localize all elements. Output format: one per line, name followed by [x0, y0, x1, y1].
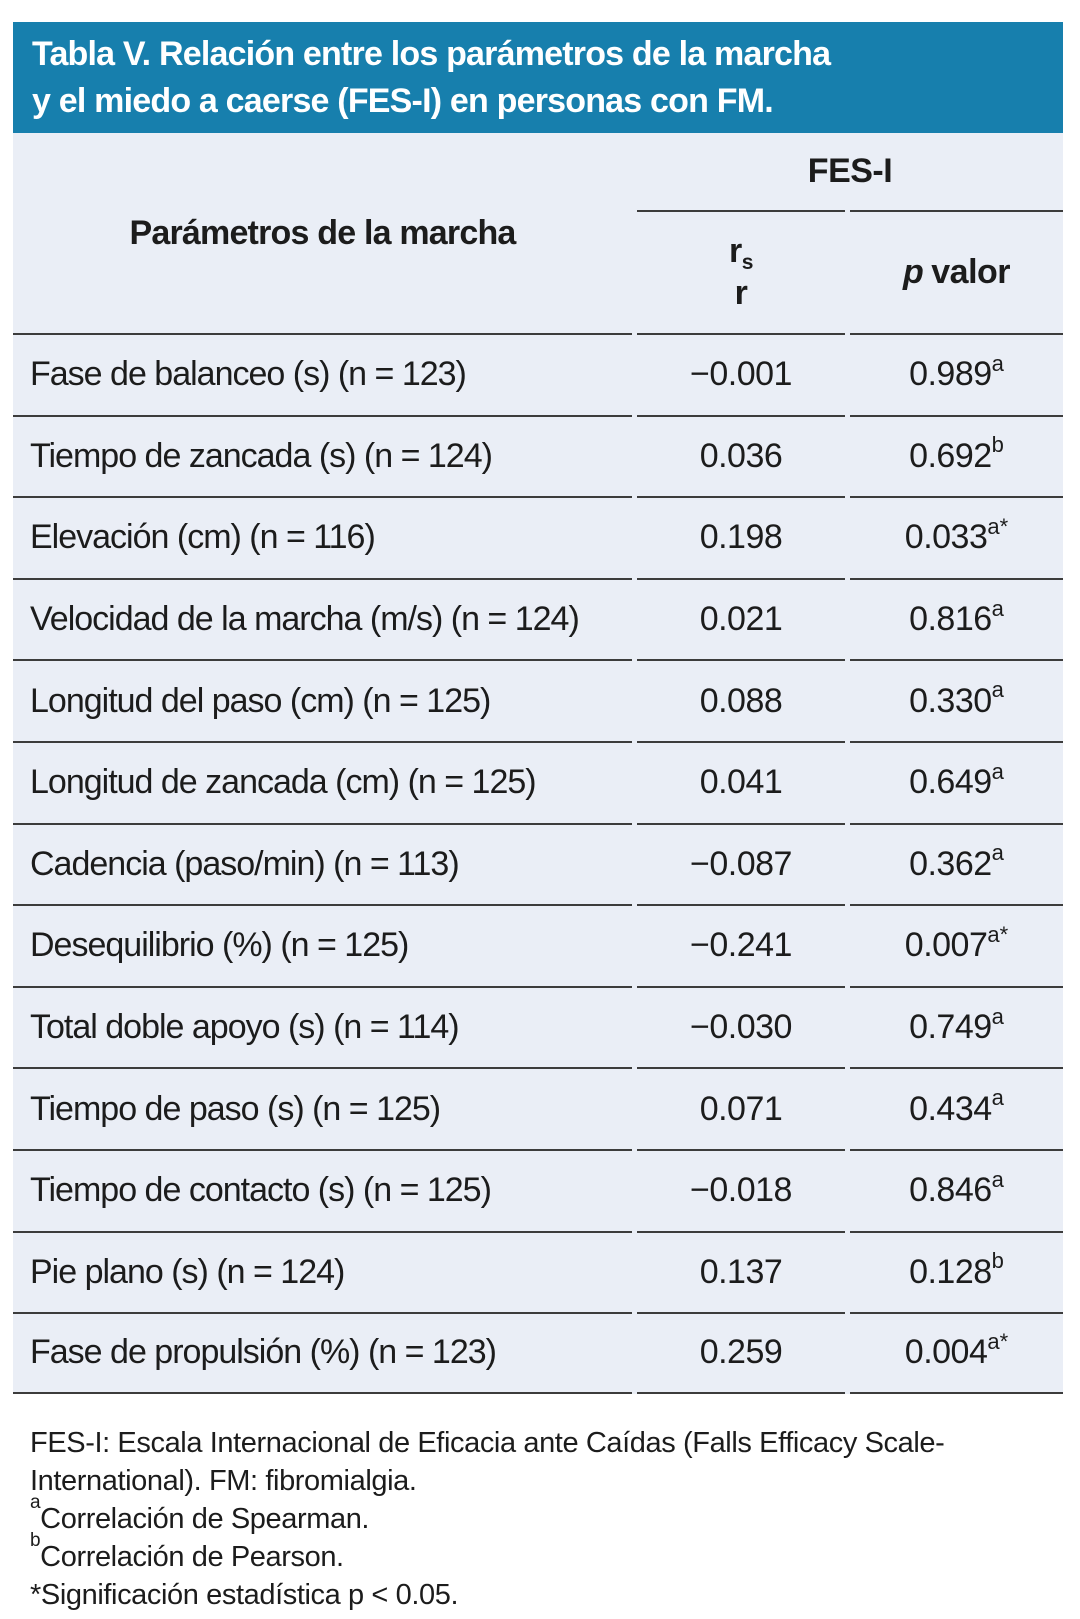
row-p-value: 0.004 a*: [850, 1312, 1063, 1394]
column-header-parameters: Parámetros de la marcha: [129, 213, 516, 252]
footnote-superscript: b: [30, 1530, 41, 1552]
row-label: Cadencia (paso/min) (n = 113): [13, 822, 632, 905]
table-card: Tabla V. Relación entre los parámetros d…: [13, 22, 1063, 1394]
p-value: 0.362: [909, 844, 992, 883]
column-header-pvalor: p valor: [850, 212, 1063, 333]
table-row: Elevación (cm) (n = 116) 0.198 0.033 a*: [13, 496, 1063, 578]
rs-line: rs: [729, 234, 754, 278]
table-row: Cadencia (paso/min) (n = 113) −0.087 0.3…: [13, 822, 1063, 905]
footnote-line: FES-I: Escala Internacional de Eficacia …: [30, 1424, 1050, 1462]
row-label: Fase de balanceo (s) (n = 123): [13, 333, 632, 415]
table-header: Parámetros de la marcha FES-I rs r p valo…: [13, 133, 1063, 333]
footnote-line: *Significación estadística p < 0.05.: [30, 1576, 1050, 1614]
row-label: Desequilibrio (%) (n = 125): [13, 904, 632, 986]
table-row: Tiempo de paso (s) (n = 125) 0.071 0.434…: [13, 1067, 1063, 1149]
row-r-value: 0.021: [637, 577, 845, 660]
row-label: Total doble apoyo (s) (n = 114): [13, 985, 632, 1068]
footnote-text: Correlación de Spearman.: [40, 1503, 370, 1535]
row-r-value: −0.001: [637, 333, 845, 415]
footnote-line: International). FM: fibromialgia.: [30, 1462, 1050, 1500]
footnotes: FES-I: Escala Internacional de Eficacia …: [30, 1424, 1050, 1614]
p-value: 0.649: [909, 763, 992, 802]
p-value: 0.989: [909, 355, 992, 394]
table-row: Longitud del paso (cm) (n = 125) 0.088 0…: [13, 659, 1063, 741]
row-label: Tiempo de paso (s) (n = 125): [13, 1067, 632, 1149]
row-r-value: 0.071: [637, 1067, 845, 1149]
row-p-value: 0.649 a: [850, 740, 1063, 823]
table-title-bar: Tabla V. Relación entre los parámetros d…: [13, 22, 1063, 133]
table-title-line-1: Tabla V. Relación entre los parámetros d…: [32, 34, 831, 73]
row-p-value: 0.434 a: [850, 1067, 1063, 1149]
p-value: 0.330: [909, 681, 992, 720]
row-r-value: 0.137: [637, 1230, 845, 1313]
row-r-value: 0.041: [637, 740, 845, 823]
table-body: Fase de balanceo (s) (n = 123) −0.001 0.…: [13, 333, 1063, 1394]
table-row: Longitud de zancada (cm) (n = 125) 0.041…: [13, 740, 1063, 823]
p-valor-label: valor: [931, 253, 1011, 291]
footnote-text: *Significación estadística p < 0.05.: [30, 1579, 459, 1611]
row-r-value: 0.088: [637, 659, 845, 741]
data-table: Parámetros de la marcha FES-I rs r p valo…: [13, 133, 1063, 1394]
p-value: 0.749: [909, 1008, 992, 1047]
p-symbol: p: [902, 253, 924, 291]
row-label: Tiempo de contacto (s) (n = 125): [13, 1148, 632, 1231]
row-p-value: 0.749 a: [850, 985, 1063, 1068]
row-r-value: −0.018: [637, 1148, 845, 1231]
row-label: Fase de propulsión (%) (n = 123): [13, 1312, 632, 1394]
row-p-value: 0.007 a*: [850, 904, 1063, 986]
column-header-rs: rs r: [637, 212, 845, 333]
column-group-header-fesi: FES-I: [637, 133, 1063, 212]
table-row: Tiempo de zancada (s) (n = 124) 0.036 0.…: [13, 414, 1063, 497]
r-spearman-symbol: r: [729, 232, 742, 270]
table-row: Tiempo de contacto (s) (n = 125) −0.018 …: [13, 1148, 1063, 1231]
row-label: Longitud de zancada (cm) (n = 125): [13, 740, 632, 823]
p-value: 0.128: [909, 1252, 992, 1291]
row-r-value: −0.087: [637, 822, 845, 905]
footnote-text: International). FM: fibromialgia.: [30, 1465, 417, 1497]
table-row: Fase de propulsión (%) (n = 123) 0.259 0…: [13, 1312, 1063, 1394]
row-r-value: −0.030: [637, 985, 845, 1068]
row-label: Longitud del paso (cm) (n = 125): [13, 659, 632, 741]
row-r-value: −0.241: [637, 904, 845, 986]
row-p-value: 0.330 a: [850, 659, 1063, 741]
row-p-value: 0.362 a: [850, 822, 1063, 905]
footnote-text: Correlación de Pearson.: [40, 1541, 344, 1573]
row-label: Elevación (cm) (n = 116): [13, 496, 632, 578]
footnote-line: bCorrelación de Pearson.: [30, 1531, 1050, 1576]
footnote-text: FES-I: Escala Internacional de Eficacia …: [30, 1427, 945, 1459]
p-value: 0.434: [909, 1089, 992, 1128]
row-r-value: 0.036: [637, 414, 845, 497]
row-r-value: 0.198: [637, 496, 845, 578]
p-value: 0.033: [904, 518, 988, 557]
table-row: Pie plano (s) (n = 124) 0.137 0.128 b: [13, 1230, 1063, 1313]
row-label: Tiempo de zancada (s) (n = 124): [13, 414, 632, 497]
r-pearson-symbol: r: [734, 274, 748, 312]
row-p-value: 0.128 b: [850, 1230, 1063, 1313]
p-value: 0.816: [909, 600, 992, 639]
row-p-value: 0.692 b: [850, 414, 1063, 497]
footnote-line: aCorrelación de Spearman.: [30, 1493, 1050, 1538]
p-value: 0.846: [909, 1171, 992, 1210]
row-p-value: 0.989 a: [850, 333, 1063, 415]
row-p-value: 0.846 a: [850, 1148, 1063, 1231]
table-row: Desequilibrio (%) (n = 125) −0.241 0.007…: [13, 904, 1063, 986]
table-row: Total doble apoyo (s) (n = 114) −0.030 0…: [13, 985, 1063, 1068]
row-p-value: 0.816 a: [850, 577, 1063, 660]
row-p-value: 0.033 a*: [850, 496, 1063, 578]
row-label: Velocidad de la marcha (m/s) (n = 124): [13, 577, 632, 660]
table-title-line-2: y el miedo a caerse (FES-I) en personas …: [32, 81, 774, 120]
footnote-superscript: a: [30, 1492, 41, 1514]
p-value: 0.004: [904, 1333, 988, 1372]
p-value: 0.007: [904, 926, 988, 965]
p-value: 0.692: [909, 436, 992, 475]
r-spearman-subscript: s: [741, 251, 754, 274]
table-row: Fase de balanceo (s) (n = 123) −0.001 0.…: [13, 333, 1063, 415]
row-label: Pie plano (s) (n = 124): [13, 1230, 632, 1313]
table-row: Velocidad de la marcha (m/s) (n = 124) 0…: [13, 577, 1063, 660]
row-r-value: 0.259: [637, 1312, 845, 1394]
